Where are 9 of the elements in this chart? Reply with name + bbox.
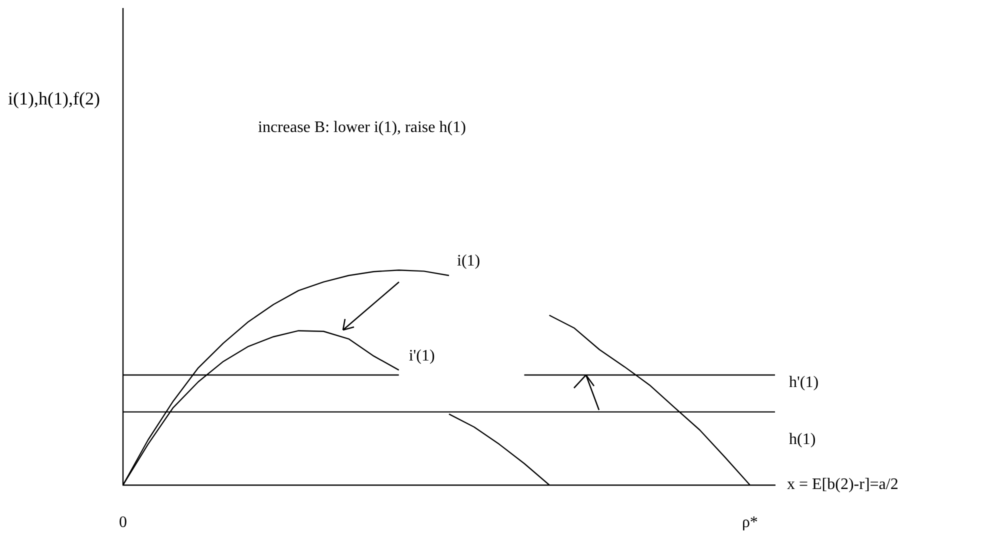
series-label: i(1)	[457, 252, 480, 270]
series-label: i'(1)	[408, 347, 435, 364]
x-tick-label: ρ*	[742, 514, 758, 531]
x-tick-label: 0	[119, 514, 127, 531]
x-axis-title: x = E[b(2)-r]=a/2	[787, 476, 898, 494]
text: increase B: lower i(1), raise h(1)	[258, 119, 466, 136]
text: i(1),h(1),f(2)	[8, 88, 100, 109]
series-label: h'(1)	[789, 374, 819, 392]
series-label: h(1)	[789, 431, 816, 448]
